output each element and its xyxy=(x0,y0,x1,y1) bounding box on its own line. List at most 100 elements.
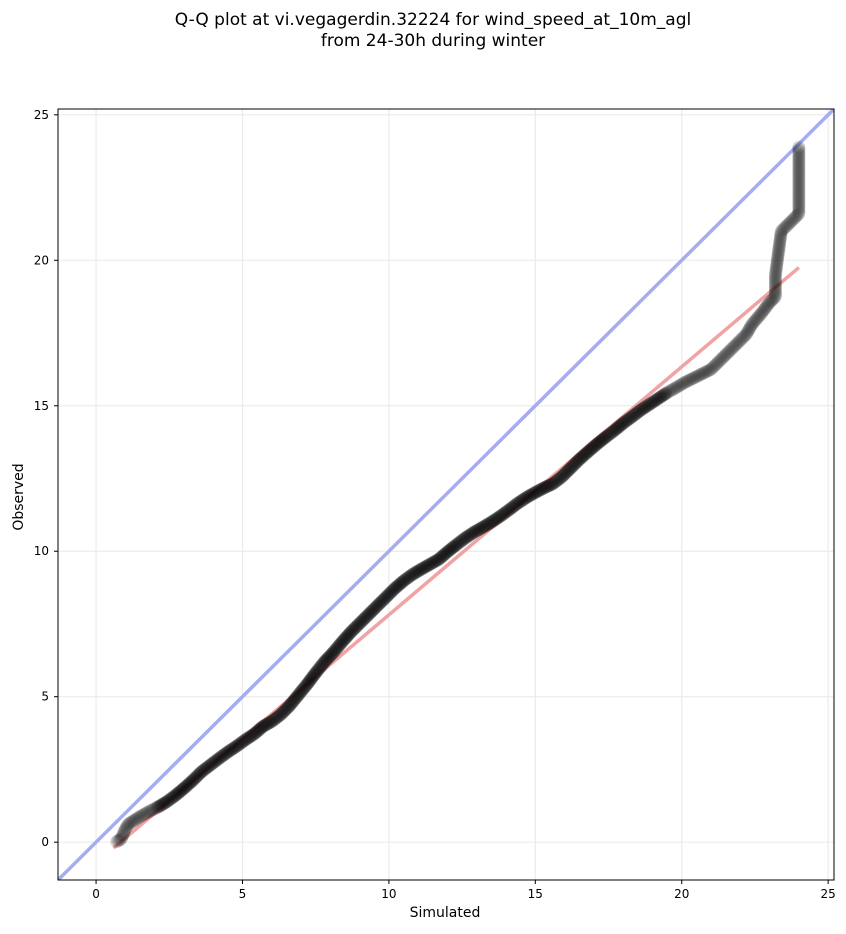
data-point xyxy=(631,405,645,419)
data-point xyxy=(731,335,745,349)
data-point xyxy=(116,826,130,840)
data-point xyxy=(487,513,501,527)
data-point xyxy=(167,790,181,804)
data-point xyxy=(533,483,547,497)
data-point xyxy=(222,744,236,758)
data-point xyxy=(653,391,667,405)
data-point xyxy=(111,834,125,848)
data-point xyxy=(298,680,312,694)
data-point xyxy=(469,524,483,538)
data-point xyxy=(118,822,132,836)
data-point xyxy=(648,394,662,408)
data-point xyxy=(215,750,229,764)
data-point xyxy=(419,559,433,573)
data-point xyxy=(136,808,150,822)
data-point xyxy=(676,376,690,390)
data-point xyxy=(342,627,356,641)
data-point xyxy=(252,723,266,737)
data-point xyxy=(466,526,480,540)
data-point xyxy=(765,294,779,308)
data-point xyxy=(550,474,564,488)
data-point xyxy=(511,496,525,510)
data-point xyxy=(714,353,728,367)
data-point xyxy=(367,602,381,616)
data-point xyxy=(679,375,693,389)
data-point xyxy=(630,406,644,420)
data-point xyxy=(321,651,335,665)
data-point xyxy=(346,623,360,637)
data-point xyxy=(585,441,599,455)
data-point xyxy=(681,374,695,388)
data-point xyxy=(716,350,730,364)
data-point xyxy=(728,338,742,352)
data-point xyxy=(792,188,806,202)
data-point xyxy=(792,183,806,197)
data-point xyxy=(698,366,712,380)
data-point xyxy=(482,517,496,531)
data-point xyxy=(380,589,394,603)
data-point xyxy=(168,789,182,803)
data-point xyxy=(110,835,124,849)
data-point xyxy=(773,232,787,246)
data-point xyxy=(792,186,806,200)
data-point xyxy=(294,685,308,699)
data-point xyxy=(768,288,782,302)
data-point xyxy=(587,440,601,454)
data-point xyxy=(743,321,757,335)
data-point xyxy=(733,334,747,348)
data-point xyxy=(750,312,764,326)
data-point xyxy=(126,814,140,828)
data-point xyxy=(556,469,570,483)
data-point xyxy=(384,585,398,599)
data-point xyxy=(761,298,775,312)
data-point xyxy=(616,416,630,430)
data-point xyxy=(498,506,512,520)
data-point xyxy=(776,222,790,236)
data-point xyxy=(134,809,148,823)
data-point xyxy=(483,516,497,530)
data-point xyxy=(532,483,546,497)
data-point xyxy=(481,517,495,531)
data-point xyxy=(655,389,669,403)
data-point xyxy=(447,540,461,554)
data-point xyxy=(792,173,806,187)
data-point xyxy=(197,763,211,777)
data-point xyxy=(438,547,452,561)
data-point xyxy=(569,456,583,470)
data-point xyxy=(745,317,759,331)
data-point xyxy=(359,610,373,624)
data-point xyxy=(113,833,127,847)
data-point xyxy=(713,354,727,368)
data-point xyxy=(792,143,806,157)
data-point xyxy=(423,557,437,571)
data-point xyxy=(225,742,239,756)
data-point xyxy=(338,632,352,646)
data-point xyxy=(792,165,806,179)
data-point xyxy=(459,530,473,544)
data-point xyxy=(147,802,161,816)
data-point xyxy=(326,645,340,659)
data-point xyxy=(693,368,707,382)
data-point xyxy=(260,717,274,731)
data-point xyxy=(742,322,756,336)
data-point xyxy=(231,738,245,752)
data-point xyxy=(622,412,636,426)
data-point xyxy=(792,153,806,167)
data-point xyxy=(689,370,703,384)
data-point xyxy=(202,759,216,773)
data-point xyxy=(309,666,323,680)
data-point xyxy=(792,189,806,203)
data-point xyxy=(792,178,806,192)
data-point xyxy=(171,786,185,800)
data-point xyxy=(174,784,188,798)
data-point xyxy=(792,167,806,181)
data-point xyxy=(433,551,447,565)
data-point xyxy=(258,718,272,732)
data-point xyxy=(276,706,290,720)
data-point xyxy=(717,349,731,363)
data-point xyxy=(456,533,470,547)
data-point xyxy=(440,545,454,559)
data-point xyxy=(768,277,782,291)
data-point xyxy=(601,428,615,442)
data-point xyxy=(280,701,294,715)
